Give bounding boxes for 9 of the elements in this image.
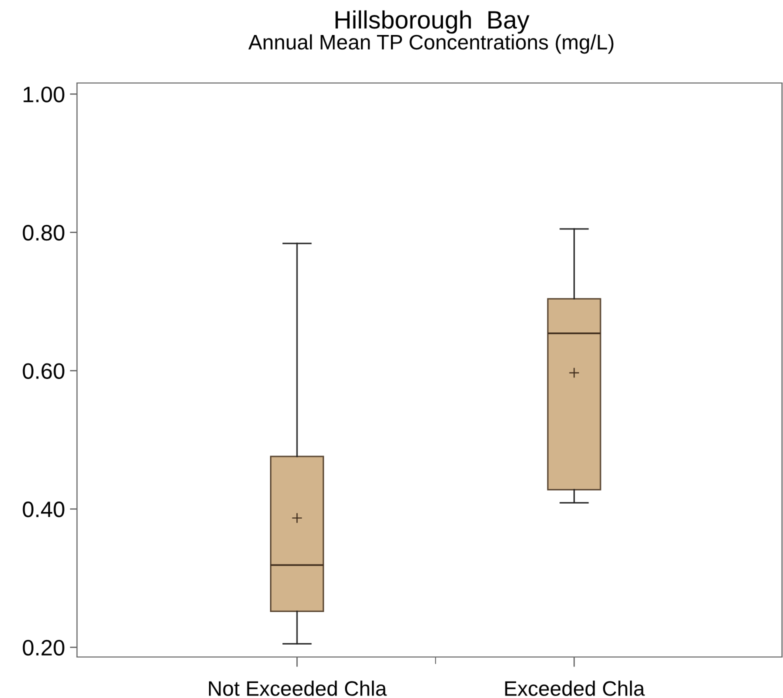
- y-tick-label: 1.00: [24, 86, 64, 102]
- y-tick-label: 0.80: [22, 224, 64, 241]
- chart-subtitle: Annual Mean TP Concentrations (mg/L): [248, 34, 614, 54]
- x-tick-label: Exceeded Chla: [505, 680, 645, 696]
- x-tick-label: Not Exceeded Chla: [208, 680, 387, 696]
- y-tick-label: 0.40: [22, 502, 64, 518]
- y-tick-label: 0.60: [22, 363, 64, 379]
- y-tick-label: 0.20: [22, 640, 64, 656]
- chart-title: Hillsborough Bay: [336, 10, 530, 34]
